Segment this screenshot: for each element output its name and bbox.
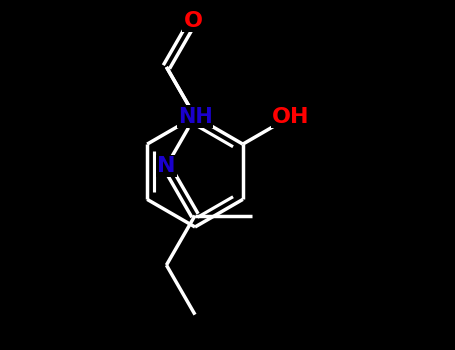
Text: NH: NH xyxy=(177,106,212,126)
Text: O: O xyxy=(183,11,202,31)
Text: OH: OH xyxy=(272,106,309,126)
Text: N: N xyxy=(157,156,176,176)
